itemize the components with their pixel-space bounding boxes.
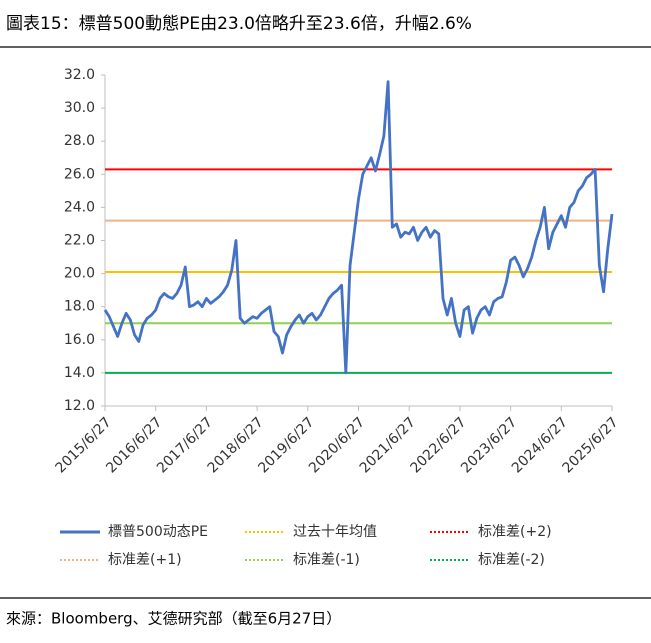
y-tick-label: 22.0	[64, 233, 95, 249]
legend-label: 标准差(+2)	[478, 524, 552, 540]
y-tick-label: 28.0	[64, 133, 95, 149]
y-tick-label: 16.0	[64, 332, 95, 348]
y-tick-label: 26.0	[64, 166, 95, 182]
legend-label: 过去十年均值	[293, 524, 377, 540]
y-tick-label: 14.0	[64, 365, 95, 381]
source: 來源：Bloomberg、艾德研究部（截至6月27日）	[6, 610, 341, 628]
legend-label: 標普500动态PE	[108, 524, 208, 540]
pe-line	[103, 80, 614, 375]
y-tick-label: 20.0	[64, 266, 95, 282]
y-tick-label: 24.0	[64, 199, 95, 215]
y-tick-label: 18.0	[64, 299, 95, 315]
chart-title: 圖表15：標普500動態PE由23.0倍略升至23.6倍，升幅2.6%	[6, 14, 472, 34]
y-tick-label: 32.0	[64, 67, 95, 83]
legend-label: 标准差(+1)	[108, 552, 182, 568]
y-tick-label: 12.0	[64, 398, 95, 414]
legend-label: 标准差(-1)	[293, 552, 360, 568]
y-tick-label: 30.0	[64, 100, 95, 116]
legend-label: 标准差(-2)	[478, 552, 545, 568]
